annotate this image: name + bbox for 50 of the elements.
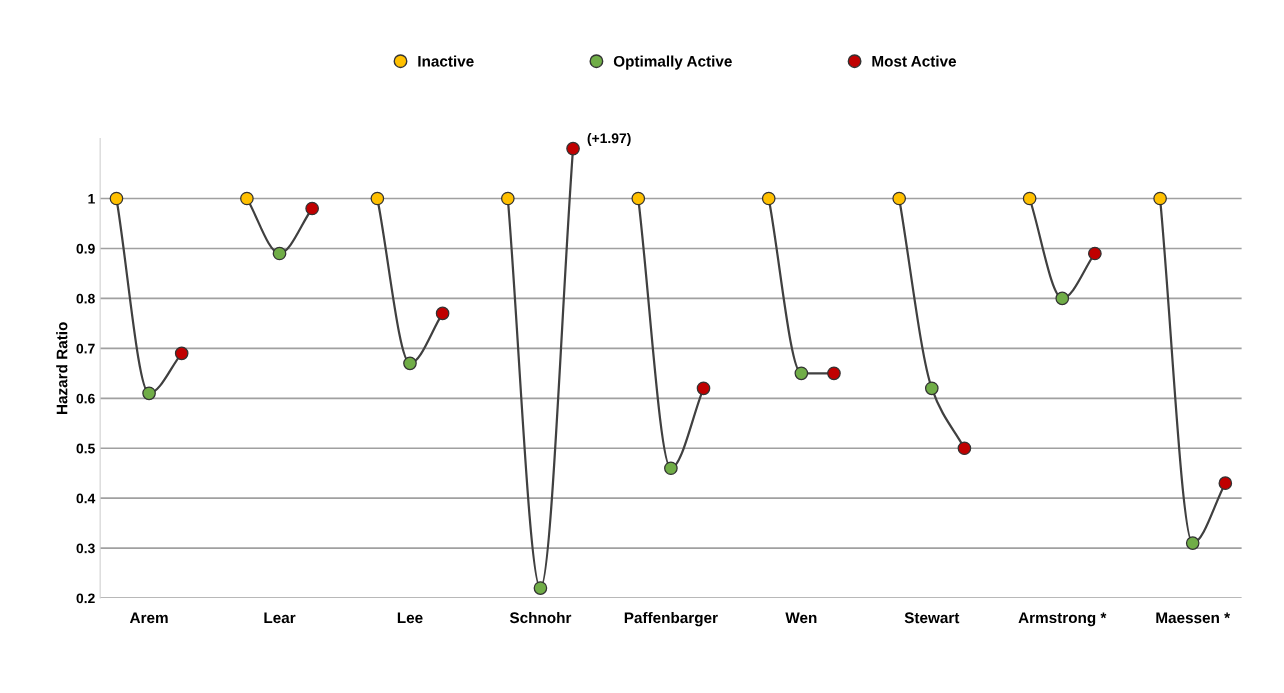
x-tick-label: Schnohr: [509, 611, 572, 624]
x-tick-label: Stewart: [904, 612, 960, 624]
legend-label: Optimally Active: [613, 55, 732, 70]
y-tick-label: 0.8: [76, 293, 95, 304]
legend-label: Inactive: [418, 55, 474, 67]
point: [924, 381, 939, 396]
point: [696, 381, 711, 396]
y-tick-label: 0.6: [76, 393, 95, 404]
point: [142, 386, 156, 401]
y-axis-title: Hazard Ratio: [56, 322, 68, 414]
point: [761, 191, 776, 206]
point: [892, 191, 907, 206]
point: [1185, 536, 1200, 550]
point: [403, 356, 417, 371]
point: [957, 441, 972, 456]
x-tick-label: Lee: [397, 612, 423, 624]
x-tick-label: Wen: [785, 612, 817, 624]
point: [631, 191, 646, 206]
x-tick-label: Armstrong *: [1018, 612, 1107, 627]
y-tick-label: 0.7: [76, 343, 95, 354]
point: [500, 191, 515, 206]
point: [1153, 191, 1167, 206]
x-tick-label: Lear: [264, 612, 296, 624]
x-tick-label: Maessen *: [1156, 612, 1231, 624]
point: [109, 191, 124, 206]
point: [566, 141, 580, 156]
y-tick-label: 0.2: [76, 593, 95, 604]
annotation: (+1.97): [587, 132, 631, 146]
point: [1088, 246, 1102, 261]
point: [174, 346, 189, 361]
point: [533, 581, 548, 595]
y-tick-label: 0.4: [76, 493, 96, 504]
legend-label: Most Active: [872, 55, 957, 67]
point: [305, 201, 319, 216]
point: [272, 246, 287, 261]
point: [827, 366, 841, 381]
y-tick-label: 0.9: [76, 243, 95, 254]
x-tick-label: Paffenbarger: [624, 611, 718, 627]
point: [1055, 291, 1070, 306]
y-tick-label: 0.5: [76, 443, 95, 454]
x-tick-label: Arem: [129, 612, 168, 624]
point: [435, 306, 450, 321]
point: [370, 191, 385, 206]
y-tick-label: 1: [88, 194, 95, 204]
point: [1022, 191, 1037, 206]
point: [1218, 476, 1233, 491]
point: [240, 191, 254, 206]
point: [664, 461, 678, 476]
point: [794, 366, 809, 381]
y-tick-label: 0.3: [76, 543, 95, 554]
